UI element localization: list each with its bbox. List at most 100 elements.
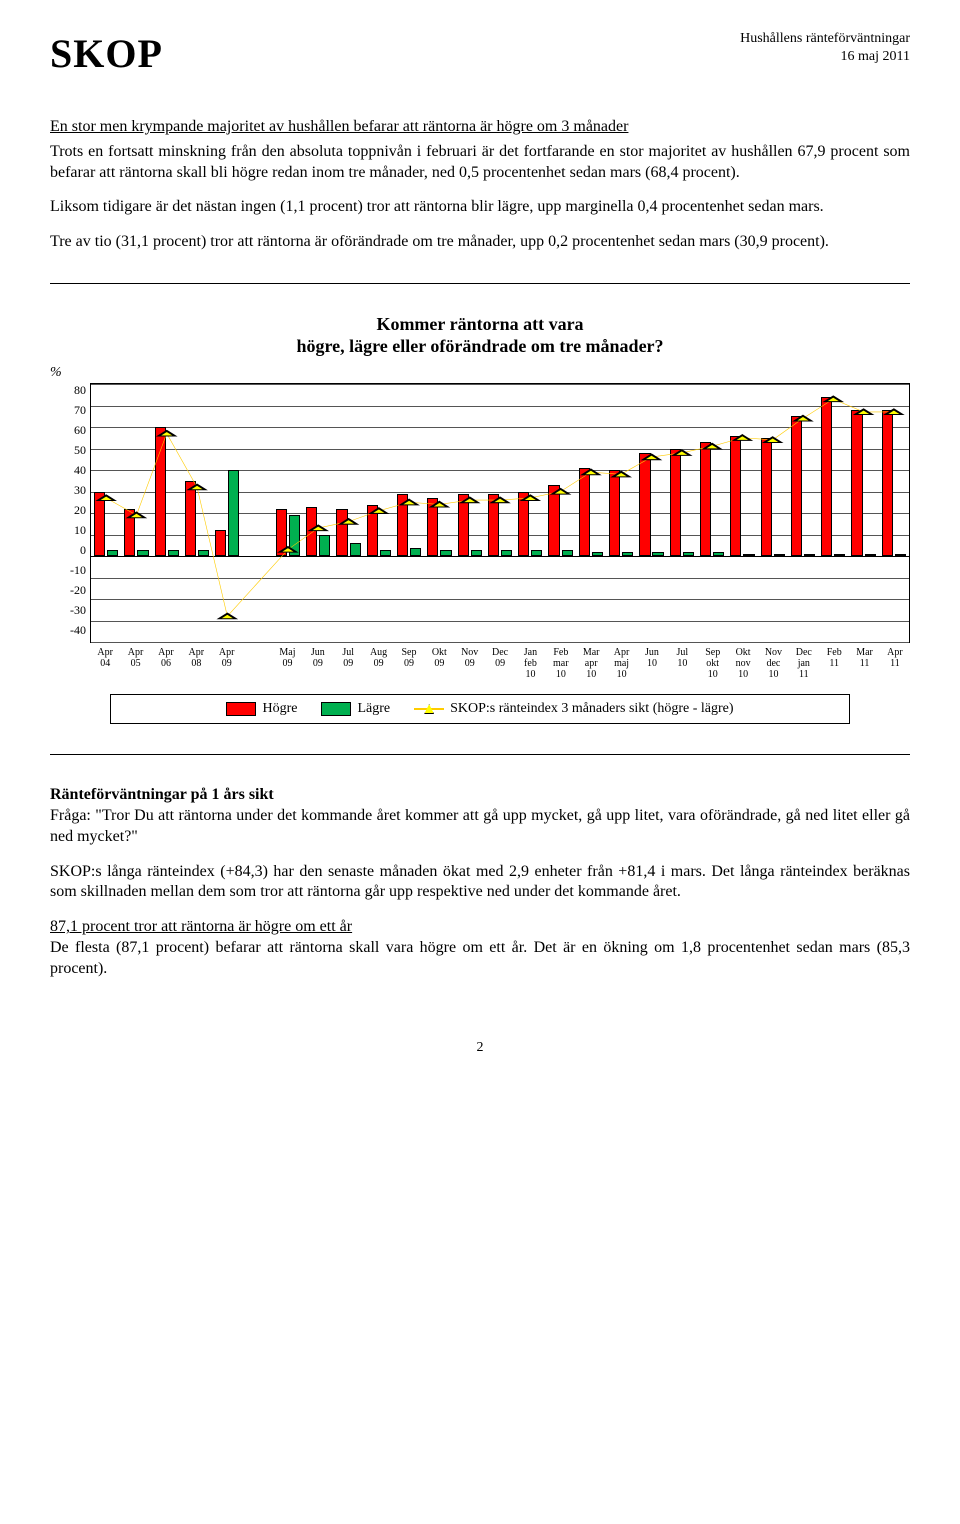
x-tick-label: [242, 643, 272, 680]
x-tick-label: Apr06: [151, 643, 181, 680]
index-line: [106, 399, 894, 616]
legend-lagre-label: Lägre: [357, 701, 390, 717]
section2-p3-underline: 87,1 procent tror att räntorna är högre …: [50, 918, 352, 935]
chart-legend: Högre Lägre SKOP:s ränteindex 3 månaders…: [110, 694, 850, 724]
x-tick-label: Aug09: [363, 643, 393, 680]
x-tick-label: Jul10: [667, 643, 697, 680]
index-marker: [613, 472, 629, 477]
chart-title: Kommer räntorna att vara högre, lägre el…: [50, 314, 910, 357]
para-2: Trots en fortsatt minskning från den abs…: [50, 142, 910, 184]
section2-p1: Fråga: "Tror Du att räntorna under det k…: [50, 807, 910, 845]
y-tick: 0: [50, 543, 86, 563]
index-marker: [795, 416, 811, 421]
brand-logo: SKOP: [50, 30, 163, 77]
y-tick: 20: [50, 503, 86, 523]
index-marker: [310, 526, 326, 531]
y-tick: 50: [50, 443, 86, 463]
para-3: Liksom tidigare är det nästan ingen (1,1…: [50, 197, 910, 218]
legend-hogre-label: Högre: [262, 701, 297, 717]
index-marker: [280, 547, 296, 552]
legend-hogre: Högre: [226, 701, 297, 717]
x-tick-label: Okt09: [424, 643, 454, 680]
x-tick-label: Mar11: [849, 643, 879, 680]
x-tick-label: Jul09: [333, 643, 363, 680]
page-number: 2: [50, 1040, 910, 1056]
section2-p3: De flesta (87,1 procent) befarar att rän…: [50, 939, 910, 977]
x-tick-label: Sepokt10: [698, 643, 728, 680]
y-tick: 40: [50, 463, 86, 483]
y-tick: 70: [50, 403, 86, 423]
index-marker: [855, 410, 871, 415]
x-tick-label: Janfeb10: [515, 643, 545, 680]
legend-swatch-green: [321, 702, 351, 716]
x-tick-label: Nov09: [455, 643, 485, 680]
index-marker: [189, 485, 205, 490]
index-marker: [886, 410, 902, 415]
y-tick: 30: [50, 483, 86, 503]
x-tick-label: Feb11: [819, 643, 849, 680]
index-marker: [462, 498, 478, 503]
legend-index: SKOP:s ränteindex 3 månaders sikt (högre…: [414, 701, 733, 717]
legend-line-marker: [414, 708, 444, 710]
x-tick-label: Jun10: [637, 643, 667, 680]
x-tick-label: Apr04: [90, 643, 120, 680]
separator-bottom: [50, 754, 910, 755]
index-marker: [643, 455, 659, 460]
index-marker: [552, 489, 568, 494]
y-tick: 60: [50, 423, 86, 443]
index-marker: [674, 450, 690, 455]
header-date: 16 maj 2011: [740, 48, 910, 66]
y-tick: -30: [50, 603, 86, 623]
y-tick: -20: [50, 583, 86, 603]
x-tick-label: Decjan11: [789, 643, 819, 680]
x-tick-label: Marapr10: [576, 643, 606, 680]
chart-line-layer: [91, 384, 909, 642]
index-marker: [128, 513, 144, 518]
legend-lagre: Lägre: [321, 701, 390, 717]
index-marker: [219, 614, 235, 619]
section2-p2: SKOP:s långa ränteindex (+84,3) har den …: [50, 862, 910, 904]
legend-index-label: SKOP:s ränteindex 3 månaders sikt (högre…: [450, 701, 733, 717]
index-marker: [159, 431, 175, 436]
index-marker: [583, 470, 599, 475]
x-tick-label: Apr05: [120, 643, 150, 680]
x-tick-label: Sep09: [394, 643, 424, 680]
x-tick-label: Apr08: [181, 643, 211, 680]
section2: Ränteförväntningar på 1 års sikt Fråga: …: [50, 785, 910, 847]
x-axis-labels: Apr04Apr05Apr06Apr08Apr09 Maj09Jun09Jul09…: [90, 643, 910, 680]
x-tick-label: Apr09: [212, 643, 242, 680]
chart-container: Kommer räntorna att vara högre, lägre el…: [50, 314, 910, 724]
x-tick-label: Oktnov10: [728, 643, 758, 680]
x-tick-label: Novdec10: [758, 643, 788, 680]
index-marker: [431, 502, 447, 507]
gridline: [91, 642, 909, 643]
chart-plot-area: [90, 383, 910, 643]
index-marker: [401, 500, 417, 505]
index-marker: [764, 437, 780, 442]
index-marker: [522, 496, 538, 501]
x-tick-label: Aprmaj10: [606, 643, 636, 680]
section2-title: Ränteförväntningar på 1 års sikt: [50, 786, 274, 803]
index-marker: [98, 496, 114, 501]
x-tick-label: Maj09: [272, 643, 302, 680]
para-1-heading: En stor men krympande majoritet av hushå…: [50, 117, 910, 138]
para-4: Tre av tio (31,1 procent) tror att ränto…: [50, 232, 910, 253]
y-tick: -40: [50, 623, 86, 643]
index-marker: [825, 397, 841, 402]
y-tick: 80: [50, 383, 86, 403]
separator-top: [50, 283, 910, 284]
header-right: Hushållens ränteförväntningar 16 maj 201…: [740, 30, 910, 66]
x-tick-label: Febmar10: [546, 643, 576, 680]
section2-p3-wrap: 87,1 procent tror att räntorna är högre …: [50, 917, 910, 979]
y-tick: -10: [50, 563, 86, 583]
chart-title-line2: högre, lägre eller oförändrade om tre må…: [296, 336, 663, 356]
index-marker: [492, 498, 508, 503]
index-marker: [734, 435, 750, 440]
legend-swatch-red: [226, 702, 256, 716]
x-tick-label: Jun09: [303, 643, 333, 680]
chart-title-line1: Kommer räntorna att vara: [376, 314, 583, 334]
page-header: SKOP Hushållens ränteförväntningar 16 ma…: [50, 30, 910, 77]
y-tick: 10: [50, 523, 86, 543]
header-subject: Hushållens ränteförväntningar: [740, 30, 910, 48]
x-tick-label: Dec09: [485, 643, 515, 680]
